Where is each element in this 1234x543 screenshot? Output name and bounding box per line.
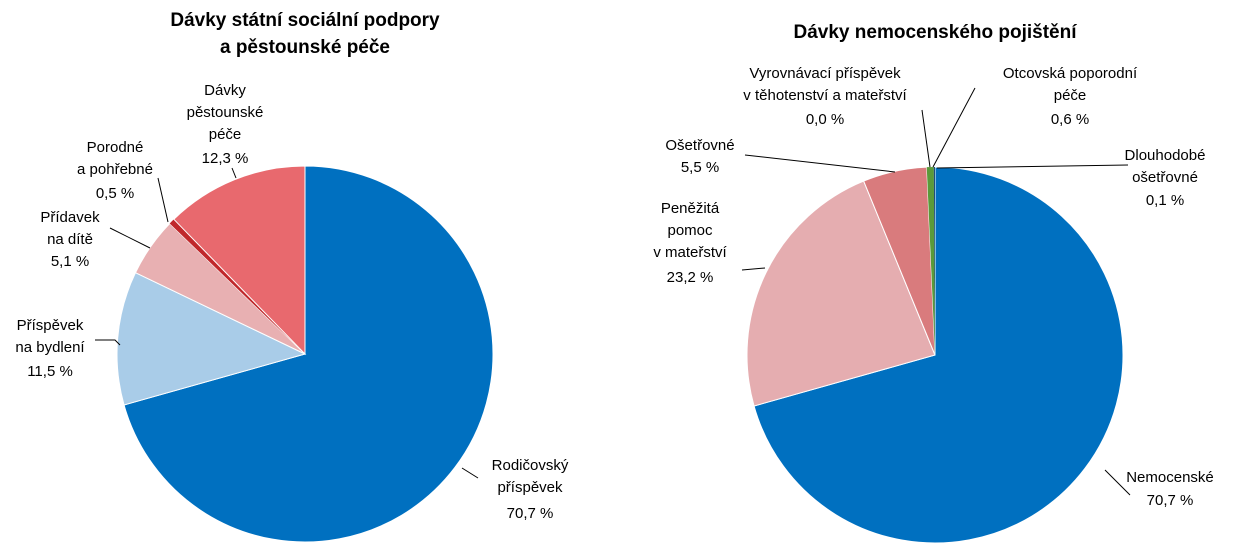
slice-label: Nemocenské xyxy=(1126,469,1214,486)
slice-value-label: 23,2 % xyxy=(667,269,714,286)
slice-label: Dlouhodobé ošetřovné xyxy=(1125,147,1206,186)
leader-line xyxy=(109,227,151,249)
pie-slice xyxy=(169,219,305,354)
slice-label: Peněžitá pomoc v mateřství xyxy=(653,200,727,261)
leader-line xyxy=(936,164,1129,169)
pie-slice xyxy=(753,166,1124,543)
pie-slice xyxy=(933,167,935,355)
leader-line xyxy=(741,267,766,271)
chart-title: Dávky nemocenského pojištění xyxy=(794,22,1078,43)
slice-label: Otcovská poporodní péče xyxy=(1003,65,1138,104)
slice-value-label: 12,3 % xyxy=(202,150,249,167)
slice-value-label: 0,6 % xyxy=(1051,111,1089,128)
leader-line xyxy=(932,87,976,168)
slice-label: Ošetřovné xyxy=(665,137,734,154)
leader-line xyxy=(157,177,169,223)
slice-value-label: 0,0 % xyxy=(806,111,844,128)
pie-slice xyxy=(746,180,936,407)
pie-slice xyxy=(123,165,494,543)
slice-label: Rodičovský příspěvek xyxy=(492,457,569,496)
leader-line xyxy=(921,109,931,168)
pie-slice xyxy=(863,166,936,356)
slice-label: Příspěvek na bydlení xyxy=(15,317,85,356)
slice-value-label: 5,5 % xyxy=(681,159,719,176)
slice-value-label: 70,7 % xyxy=(507,505,554,522)
leader-line xyxy=(461,467,479,479)
slice-value-label: 5,1 % xyxy=(51,253,89,270)
slice-label: Porodné a pohřebné xyxy=(77,139,153,178)
slice-value-label: 0,1 % xyxy=(1146,192,1184,209)
pie-slice xyxy=(926,167,935,355)
pie-slice xyxy=(134,222,306,355)
pie-slice xyxy=(116,272,307,406)
slice-label: Přídavek na dítě xyxy=(40,209,100,248)
slice-value-label: 11,5 % xyxy=(27,363,73,380)
slice-label: Vyrovnávací příspěvek v těhotenství a mat… xyxy=(743,65,907,104)
leader-line xyxy=(1104,469,1131,496)
chart-title: Dávky státní sociální podpory a pěstounsk… xyxy=(170,10,440,58)
leader-line xyxy=(95,339,121,346)
pie-slice xyxy=(173,165,306,356)
slice-value-label: 70,7 % xyxy=(1147,492,1194,509)
leader-line xyxy=(744,154,896,173)
slice-label: Dávky pěstounské péče xyxy=(187,82,264,143)
slice-value-label: 0,5 % xyxy=(96,185,134,202)
leader-line xyxy=(231,167,237,179)
